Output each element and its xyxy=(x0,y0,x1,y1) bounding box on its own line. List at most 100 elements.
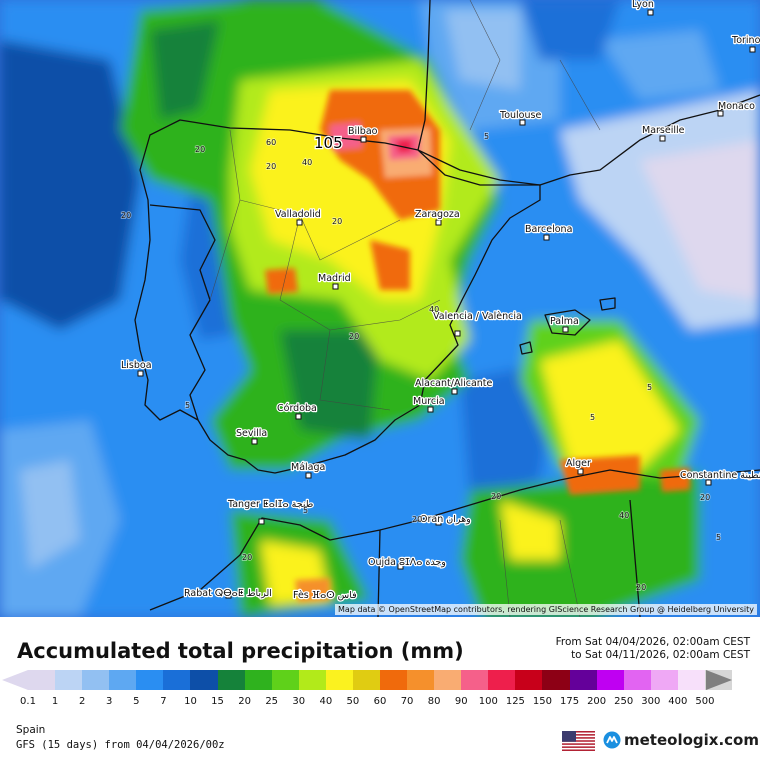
precipitation-map[interactable]: Lyon Torino Monaco Toulouse Marseille Bi… xyxy=(0,0,760,617)
city-label-alger: Alger xyxy=(566,458,591,469)
legend-swatch xyxy=(569,670,597,690)
legend-swatch xyxy=(325,670,353,690)
region-label: Spain xyxy=(16,724,46,736)
legend-swatch xyxy=(217,670,245,690)
legend-tick-label: 70 xyxy=(400,696,414,707)
legend-swatch xyxy=(109,670,137,690)
model-run-label: GFS (15 days) from 04/04/2026/00z xyxy=(16,739,225,751)
contour-label: 20 xyxy=(121,211,131,220)
legend-swatch xyxy=(434,670,462,690)
contour-label: 5 xyxy=(484,132,489,141)
legend-swatch xyxy=(28,670,56,690)
city-label-cordoba: Córdoba xyxy=(277,403,317,414)
legend-tick-label: 80 xyxy=(427,696,441,707)
legend-swatch xyxy=(55,670,83,690)
city-label-zaragoza: Zaragoza xyxy=(415,209,460,220)
legend-arrow-right-icon xyxy=(706,670,732,690)
brand-name: meteologix.com xyxy=(624,731,759,749)
us-flag-icon[interactable] xyxy=(562,731,595,751)
contour-label: 20 xyxy=(266,162,276,171)
contour-label: 20 xyxy=(491,492,501,501)
brand-logo[interactable]: meteologix.com xyxy=(603,731,759,749)
contour-label: 20 xyxy=(242,553,252,562)
contour-label: 5 xyxy=(647,383,652,392)
contour-label: 20 xyxy=(332,217,342,226)
legend-tick-label: 1 xyxy=(51,696,59,707)
contour-labels: 60 40 20 20 20 20 20 5 5 40 20 5 20 5 20… xyxy=(120,131,722,593)
legend-swatch xyxy=(650,670,678,690)
legend-swatch xyxy=(542,670,570,690)
legend-tick-label: 10 xyxy=(184,696,197,707)
legend-tick-label: 100 xyxy=(478,696,498,707)
legend-tick-label: 5 xyxy=(133,696,140,707)
forecast-period: From Sat 04/04/2026, 02:00am CEST to Sat… xyxy=(556,636,750,662)
legend-tick-label: 150 xyxy=(532,696,552,707)
legend-swatch xyxy=(244,670,272,690)
city-label-sevilla: Sevilla xyxy=(236,428,267,439)
city-label-palma: Palma xyxy=(550,316,579,327)
period-to: to Sat 04/11/2026, 02:00am CEST xyxy=(571,649,750,661)
city-label-murcia: Murcia xyxy=(413,396,445,407)
city-label-toulouse: Toulouse xyxy=(499,110,541,121)
city-label-malaga: Málaga xyxy=(291,462,325,473)
city-label-oran: Oran وهران xyxy=(420,514,471,525)
city-label-fes: Fès ⴼⴰⵙ فاس xyxy=(293,590,357,601)
city-label-rabat: Rabat ⵕⴱⴰⵟ الرباط xyxy=(184,588,272,599)
legend-tick-label: 60 xyxy=(373,696,387,707)
legend-swatch xyxy=(352,670,381,690)
legend-swatch xyxy=(407,670,435,690)
city-label-constantine: Constantine قسنطينة xyxy=(680,470,760,481)
contour-label: 20 xyxy=(349,332,359,341)
contour-label: 40 xyxy=(302,158,312,167)
max-value-label: 105 xyxy=(314,134,343,152)
contour-label: 5 xyxy=(716,533,721,542)
legend-tick-label: 40 xyxy=(319,696,333,707)
legend-swatch xyxy=(271,670,299,690)
legend-swatch xyxy=(136,670,164,690)
contour-label: 5 xyxy=(185,401,190,410)
legend-tick-label: 0.1 xyxy=(20,696,36,707)
legend-swatch xyxy=(677,670,705,690)
city-label-lisboa: Lisboa xyxy=(121,360,152,371)
legend-tick-label: 250 xyxy=(614,696,634,707)
contour-label: 20 xyxy=(412,515,422,524)
contour-label: 60 xyxy=(266,138,276,147)
legend-tick-label: 50 xyxy=(346,696,360,707)
legend-tick-label: 30 xyxy=(292,696,306,707)
legend-tick-label: 200 xyxy=(587,696,607,707)
city-label-madrid: Madrid xyxy=(318,273,351,284)
legend-swatch xyxy=(515,670,543,690)
legend-swatch xyxy=(82,670,110,690)
legend-swatch xyxy=(623,670,651,690)
contour-label: 40 xyxy=(429,305,439,314)
map-attribution: Map data © OpenStreetMap contributors, r… xyxy=(335,604,757,615)
legend-tick-label: 7 xyxy=(160,696,167,707)
contour-label: 20 xyxy=(195,145,205,154)
city-label-bilbao: Bilbao xyxy=(348,126,378,137)
city-label-monaco: Monaco xyxy=(718,101,755,112)
legend-swatch xyxy=(190,670,218,690)
legend-tick-label: 15 xyxy=(211,696,224,707)
contour-label: 5 xyxy=(303,506,308,515)
legend-tick-label: 90 xyxy=(454,696,468,707)
legend-swatch xyxy=(596,670,624,690)
contour-label: 40 xyxy=(619,511,629,520)
legend-tick-label: 300 xyxy=(641,696,661,707)
legend-tick-label: 400 xyxy=(668,696,688,707)
period-from: From Sat 04/04/2026, 02:00am CEST xyxy=(555,636,750,648)
city-labels: Lyon Torino Monaco Toulouse Marseille Bi… xyxy=(120,0,760,602)
legend-arrow-left-icon xyxy=(2,670,28,690)
legend-tick-label: 2 xyxy=(78,696,86,707)
city-label-oujda: Oujda ⵓⵊⴷⴰ وجدة xyxy=(368,557,446,568)
contour-label: 20 xyxy=(636,583,646,592)
legend-tick-label: 500 xyxy=(695,696,715,707)
legend-swatch xyxy=(380,670,408,690)
city-label-marseille: Marseille xyxy=(642,125,685,136)
city-label-barcelona: Barcelona xyxy=(525,224,572,235)
city-label-alicante: Alacant/Alicante xyxy=(415,378,493,389)
city-label-valladolid: Valladolid xyxy=(275,209,321,220)
meteologix-logo-icon xyxy=(603,731,621,749)
legend-swatch xyxy=(298,670,326,690)
city-label-tanger: Tanger ⵟⴰⵏⵊⴰ طنجة xyxy=(227,499,313,510)
color-legend: 0.1 1 2 3 5 7 10 15 20 25 30 40 50 60 70 80 90 100 125 150 1… xyxy=(0,668,760,710)
